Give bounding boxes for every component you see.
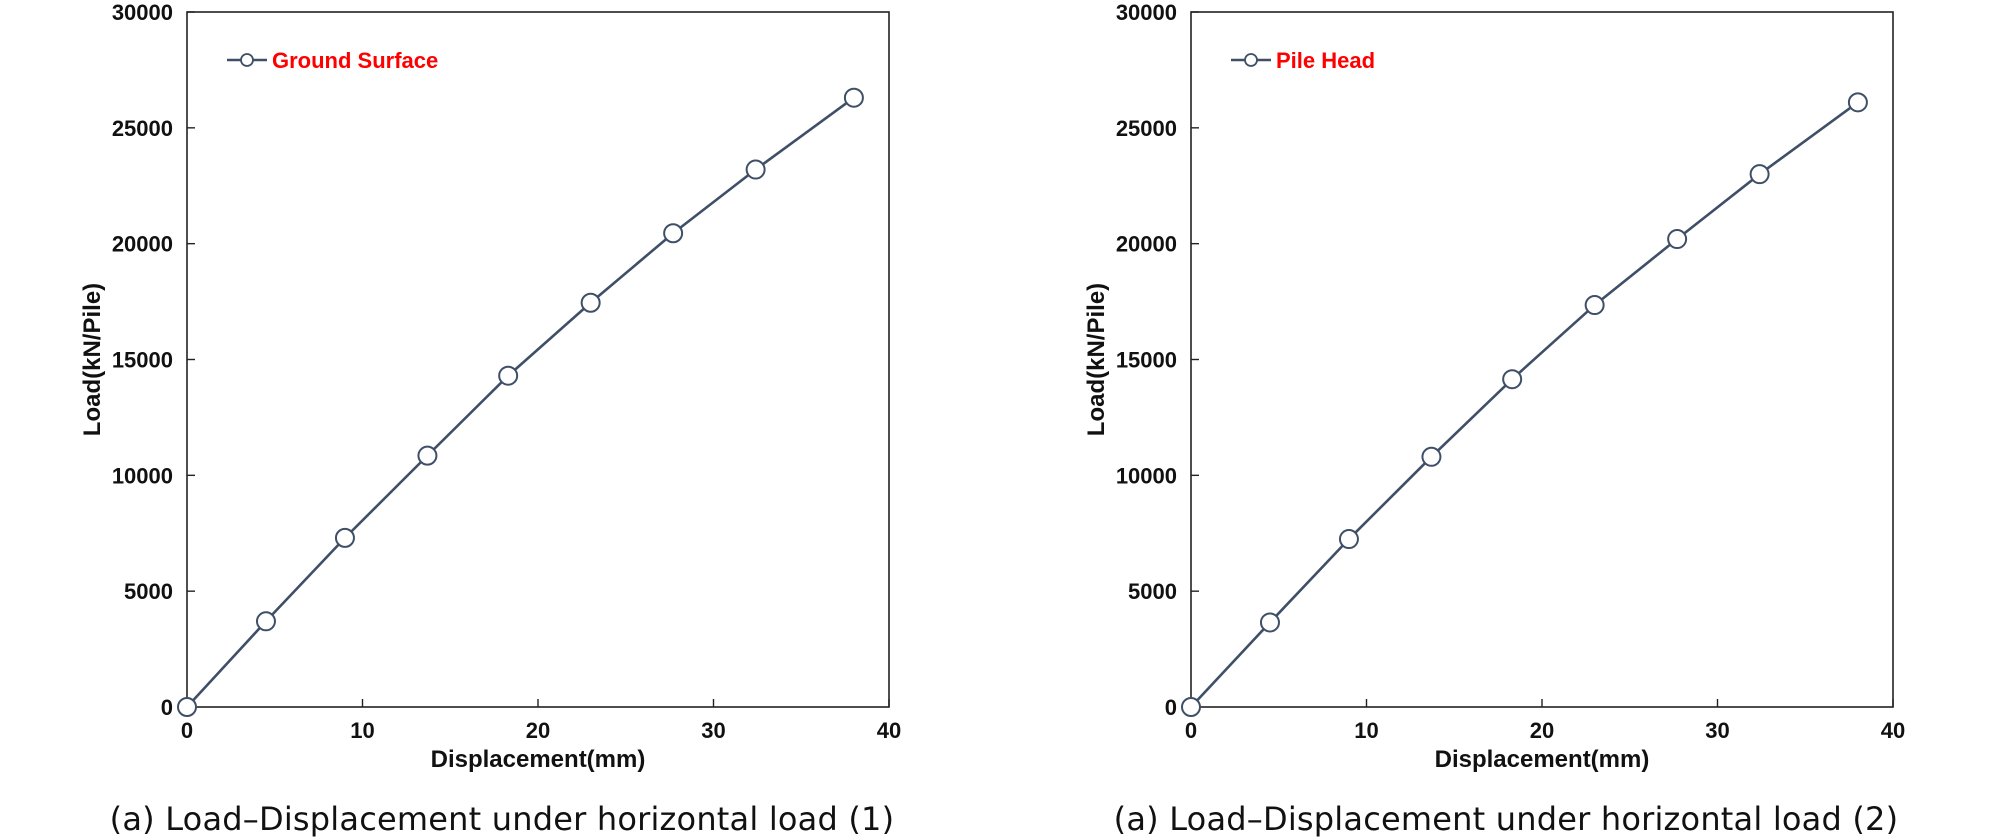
y-tick-label: 25000: [1116, 116, 1177, 141]
y-tick-label: 0: [1165, 695, 1177, 720]
series-line: [1190, 101, 1859, 708]
x-tick-label: 30: [701, 718, 725, 743]
y-tick-label: 5000: [124, 579, 173, 604]
x-tick-label: 0: [1185, 718, 1197, 743]
legend-label: Ground Surface: [272, 48, 438, 73]
y-tick-label: 5000: [1128, 579, 1177, 604]
y-tick-label: 15000: [1116, 348, 1177, 373]
data-point: [1181, 697, 1201, 717]
y-tick-label: 20000: [1116, 232, 1177, 257]
data-point: [334, 527, 355, 548]
x-tick-label: 10: [1354, 718, 1378, 743]
x-tick-label: 30: [1705, 718, 1729, 743]
data-point: [255, 611, 276, 632]
chart-panel-2: 0 10 20 30 40 0 5000 10000 15000 20000 25000 30000 D…: [1004, 0, 2008, 840]
chart-panel-1: 0 10 20 30 40 0 5000 10000 15000 20000 25000 30000 D…: [79, 0, 901, 838]
chart-1-svg: 0 10 20 30 40 0 5000 10000 15000 20000 25000 30000 D…: [79, 0, 901, 773]
chart-2-caption: (a) Load–Displacement under horizontal l…: [1113, 800, 1899, 838]
y-tick-label: 30000: [1116, 0, 1177, 25]
y-tick-label: 25000: [112, 116, 173, 141]
y-axis-title: Load(kN/Pile): [79, 283, 106, 436]
data-point: [1749, 164, 1770, 185]
y-tick-label: 10000: [112, 463, 173, 488]
series-line: [186, 96, 855, 708]
y-tick-label: 30000: [112, 0, 173, 25]
data-point: [745, 159, 766, 180]
data-point: [663, 223, 684, 244]
data-point: [417, 445, 438, 466]
y-tick-label: 15000: [112, 348, 173, 373]
y-tick-label: 20000: [112, 232, 173, 257]
data-point: [580, 292, 601, 313]
x-tick-label: 20: [526, 718, 550, 743]
data-point: [843, 87, 864, 108]
plot-frame: [186, 11, 890, 708]
y-axis-title: Load(kN/Pile): [1083, 283, 1110, 436]
data-point: [1667, 229, 1688, 250]
x-tick-label: 10: [350, 718, 374, 743]
data-point: [1584, 295, 1605, 316]
y-tick-label: 0: [161, 695, 173, 720]
plot-frame: [1190, 11, 1894, 708]
legend-marker: [1244, 53, 1258, 67]
x-axis-title: Displacement(mm): [1435, 746, 1650, 773]
chart-1-caption: (a) Load–Displacement under horizontal l…: [109, 800, 895, 838]
data-point: [177, 697, 197, 717]
data-point: [1259, 612, 1280, 633]
legend-label: Pile Head: [1276, 48, 1375, 73]
y-tick-label: 10000: [1116, 463, 1177, 488]
data-point: [498, 365, 519, 386]
x-tick-label: 0: [181, 718, 193, 743]
data-point: [1847, 92, 1868, 113]
legend-marker: [240, 53, 254, 67]
chart-2-svg: 0 10 20 30 40 0 5000 10000 15000 20000 25000 30000 D…: [1083, 0, 1905, 773]
x-tick-label: 40: [1881, 718, 1905, 743]
x-tick-label: 40: [877, 718, 901, 743]
data-point: [1502, 369, 1523, 390]
data-point: [1338, 529, 1359, 550]
x-axis-title: Displacement(mm): [431, 746, 646, 773]
x-tick-label: 20: [1530, 718, 1554, 743]
data-point: [1421, 446, 1442, 467]
